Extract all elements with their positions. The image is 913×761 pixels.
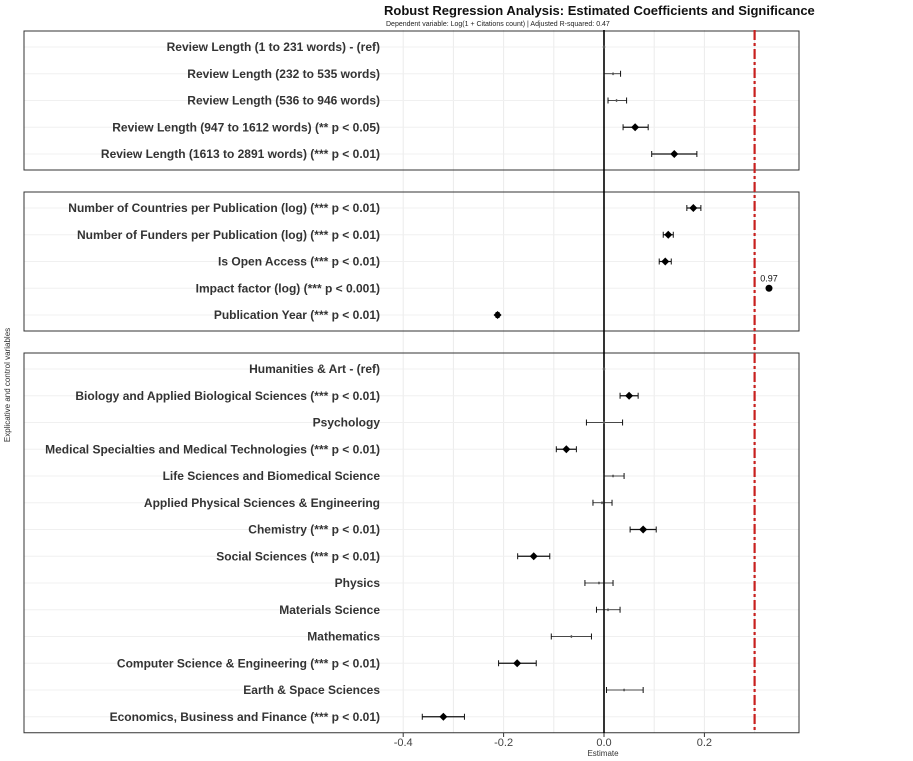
row-label: Humanities & Art - (ref) bbox=[249, 362, 380, 376]
row-label: Biology and Applied Biological Sciences … bbox=[75, 389, 380, 403]
coefficient-row: Materials Science bbox=[279, 603, 621, 617]
estimate-point bbox=[602, 367, 606, 371]
coefficient-row: Review Length (536 to 946 words) bbox=[187, 94, 628, 108]
estimate-point bbox=[631, 123, 640, 132]
x-tick-label: 0.2 bbox=[697, 737, 712, 749]
coefficient-row: Life Sciences and Biomedical Science bbox=[163, 469, 625, 483]
coefficient-row: Publication Year (*** p < 0.01) bbox=[214, 308, 502, 322]
estimate-point bbox=[765, 284, 773, 292]
estimate-point bbox=[439, 712, 448, 721]
estimate-point bbox=[606, 608, 610, 612]
point-annotation: 0.97 bbox=[760, 273, 778, 283]
coefficient-row: Review Length (1613 to 2891 words) (*** … bbox=[101, 147, 698, 161]
estimate-point bbox=[625, 391, 634, 400]
group-panel bbox=[23, 191, 800, 332]
group-panel bbox=[23, 30, 800, 171]
coefficient-row: Mathematics bbox=[307, 630, 592, 644]
coefficient-rows: Review Length (1 to 231 words) - (ref) Re… bbox=[45, 40, 778, 724]
row-label: Social Sciences (*** p < 0.01) bbox=[216, 549, 380, 563]
estimate-point bbox=[600, 501, 604, 505]
coefficient-row: Impact factor (log) (*** p < 0.001) 0.97 bbox=[196, 273, 778, 295]
row-label: Medical Specialties and Medical Technolo… bbox=[45, 442, 380, 456]
coefficient-row: Social Sciences (*** p < 0.01) bbox=[216, 549, 551, 563]
estimate-point bbox=[529, 552, 538, 561]
estimate-point bbox=[513, 659, 522, 668]
chart-title: Robust Regression Analysis: Estimated Co… bbox=[384, 3, 815, 18]
row-label: Materials Science bbox=[279, 603, 380, 617]
row-label: Psychology bbox=[313, 416, 381, 430]
row-label: Number of Countries per Publication (log… bbox=[68, 201, 380, 215]
coefficient-row: Medical Specialties and Medical Technolo… bbox=[45, 442, 577, 456]
row-label: Earth & Space Sciences bbox=[243, 683, 380, 697]
estimate-point bbox=[664, 230, 673, 239]
coefficient-row: Review Length (947 to 1612 words) (** p … bbox=[112, 120, 649, 134]
coefficient-row: Physics bbox=[335, 576, 614, 590]
row-label: Review Length (536 to 946 words) bbox=[187, 94, 380, 108]
x-tick-label: 0.0 bbox=[596, 737, 611, 749]
estimate-point bbox=[569, 634, 573, 639]
coefficient-row: Is Open Access (*** p < 0.01) bbox=[218, 255, 672, 269]
row-label: Economics, Business and Finance (*** p <… bbox=[110, 710, 380, 724]
row-label: Impact factor (log) (*** p < 0.001) bbox=[196, 281, 380, 295]
row-label: Physics bbox=[335, 576, 381, 590]
coefficient-row: Number of Funders per Publication (log) … bbox=[77, 228, 674, 242]
row-label: Mathematics bbox=[307, 630, 380, 644]
estimate-point bbox=[611, 474, 615, 478]
row-label: Number of Funders per Publication (log) … bbox=[77, 228, 380, 242]
coefficient-row: Applied Physical Sciences & Engineering bbox=[144, 496, 613, 510]
x-axis-ticks: -0.4 -0.2 0.0 0.2 bbox=[394, 733, 712, 749]
estimate-point bbox=[661, 257, 670, 266]
y-axis-title: Explicative and control variables bbox=[3, 328, 12, 442]
coefficient-row: Psychology bbox=[313, 416, 624, 430]
coefficient-row: Chemistry (*** p < 0.01) bbox=[248, 523, 657, 537]
coefficient-row: Review Length (1 to 231 words) - (ref) bbox=[167, 40, 606, 54]
group-panel bbox=[23, 352, 800, 734]
x-tick-label: -0.2 bbox=[494, 737, 513, 749]
estimate-point bbox=[611, 72, 615, 76]
coefficient-row: Review Length (232 to 535 words) bbox=[187, 67, 622, 81]
row-label: Is Open Access (*** p < 0.01) bbox=[218, 255, 380, 269]
x-axis-title: Estimate bbox=[587, 749, 619, 758]
coefficient-row: Biology and Applied Biological Sciences … bbox=[75, 389, 639, 403]
row-label: Review Length (1613 to 2891 words) (*** … bbox=[101, 147, 380, 161]
estimate-point bbox=[614, 98, 619, 103]
estimate-point bbox=[562, 445, 571, 454]
x-tick-label: -0.4 bbox=[394, 737, 413, 749]
coefficient-row: Earth & Space Sciences bbox=[243, 683, 644, 697]
estimate-point bbox=[493, 311, 502, 319]
coefficient-row: Number of Countries per Publication (log… bbox=[68, 201, 702, 215]
gridlines bbox=[24, 30, 799, 733]
row-label: Review Length (232 to 535 words) bbox=[187, 67, 380, 81]
estimate-point bbox=[597, 581, 601, 585]
row-label: Computer Science & Engineering (*** p < … bbox=[117, 656, 380, 670]
row-label: Chemistry (*** p < 0.01) bbox=[248, 523, 380, 537]
estimate-point bbox=[622, 688, 626, 692]
reference-lines bbox=[603, 30, 756, 733]
row-label: Review Length (1 to 231 words) - (ref) bbox=[167, 40, 380, 54]
estimate-point bbox=[670, 150, 679, 158]
row-label: Applied Physical Sciences & Engineering bbox=[144, 496, 380, 510]
estimate-point bbox=[639, 525, 648, 534]
coefficient-row: Economics, Business and Finance (*** p <… bbox=[110, 710, 465, 724]
group-panels bbox=[23, 30, 800, 734]
estimate-point bbox=[689, 204, 698, 212]
coefficient-row: Humanities & Art - (ref) bbox=[249, 362, 606, 376]
coefficient-row: Computer Science & Engineering (*** p < … bbox=[117, 656, 537, 670]
estimate-point bbox=[602, 45, 606, 49]
row-label: Publication Year (*** p < 0.01) bbox=[214, 308, 380, 322]
row-label: Life Sciences and Biomedical Science bbox=[163, 469, 381, 483]
row-label: Review Length (947 to 1612 words) (** p … bbox=[112, 120, 380, 134]
chart-subtitle: Dependent variable: Log(1 + Citations co… bbox=[386, 21, 610, 28]
estimate-point bbox=[602, 420, 606, 425]
